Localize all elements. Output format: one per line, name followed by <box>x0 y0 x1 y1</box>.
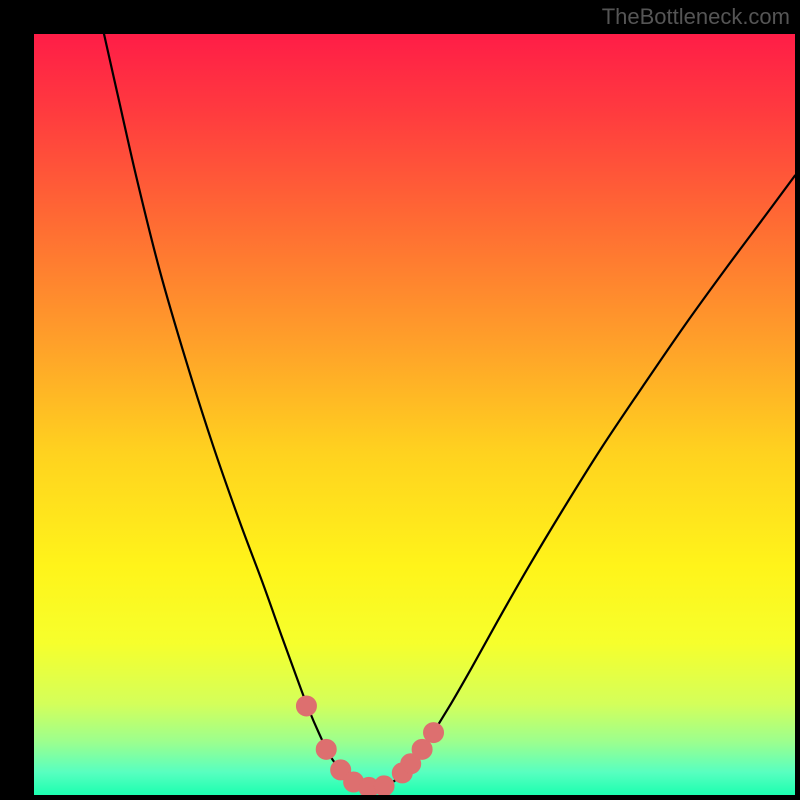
chart-container: TheBottleneck.com <box>0 0 800 800</box>
data-marker <box>374 776 394 795</box>
data-marker <box>316 739 336 759</box>
chart-overlay <box>34 34 795 795</box>
data-marker <box>412 739 432 759</box>
watermark-text: TheBottleneck.com <box>602 4 790 30</box>
data-marker <box>424 723 444 743</box>
data-markers <box>296 696 443 795</box>
plot-area <box>34 34 795 795</box>
data-marker <box>296 696 316 716</box>
bottleneck-curve <box>104 34 795 788</box>
